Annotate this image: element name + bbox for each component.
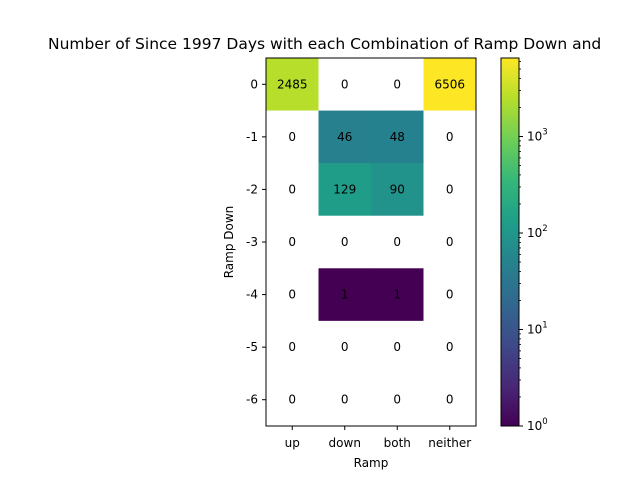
heatmap-cell xyxy=(266,268,319,322)
heatmap-cell xyxy=(371,163,424,217)
y-tick-label: -5 xyxy=(246,340,258,354)
cell-value-label: 0 xyxy=(341,77,349,91)
y-tick-label: -6 xyxy=(246,393,258,407)
heatmap-cell xyxy=(266,215,319,269)
cell-value-label: 0 xyxy=(341,393,349,407)
heatmap-cell xyxy=(318,268,372,322)
heatmap-cell xyxy=(423,320,477,374)
heatmap-cell xyxy=(266,58,319,111)
cell-value-label: 0 xyxy=(446,235,454,249)
cell-value-label: 0 xyxy=(446,288,454,302)
x-tick-label: up xyxy=(285,436,300,450)
colorbar-tick-label: 100 xyxy=(527,417,548,433)
y-tick-label: 0 xyxy=(250,77,258,91)
y-tick-label: -3 xyxy=(246,235,258,249)
cell-value-label: 48 xyxy=(390,130,405,144)
colorbar-ticks: 100 101 102 103 xyxy=(519,60,548,433)
heatmap-cell xyxy=(423,373,477,427)
cell-value-label: 6506 xyxy=(434,77,465,91)
cell-value-labels: 2485 0 0 6506 0 46 48 0 0 129 90 0 0 0 0 0 0 1 1 0 0 0 0 0 0 0 0 0 xyxy=(277,77,465,406)
y-tick-label: -1 xyxy=(246,130,258,144)
cell-value-label: 0 xyxy=(288,182,296,196)
heatmap-cell xyxy=(423,163,477,217)
cell-value-label: 46 xyxy=(337,130,352,144)
x-tick-label: both xyxy=(384,436,411,450)
heatmap-cell xyxy=(318,58,372,111)
colorbar-gradient xyxy=(501,58,519,426)
cell-value-label: 2485 xyxy=(277,77,308,91)
colorbar-tick-label: 101 xyxy=(527,320,548,336)
cell-value-label: 1 xyxy=(393,288,401,302)
heatmap-cell xyxy=(371,268,424,322)
heatmap-cell xyxy=(318,163,372,217)
cell-value-label: 0 xyxy=(446,130,454,144)
cell-value-label: 0 xyxy=(393,77,401,91)
x-tick-label: neither xyxy=(428,436,471,450)
heatmap-cell xyxy=(371,110,424,164)
cell-value-label: 129 xyxy=(333,182,356,196)
cell-value-label: 0 xyxy=(341,235,349,249)
heatmap-cell xyxy=(371,215,424,269)
cell-value-label: 0 xyxy=(288,130,296,144)
y-axis-ticks: 0 -1 -2 -3 -4 -5 -6 xyxy=(246,77,266,407)
cell-value-label: 0 xyxy=(341,340,349,354)
heatmap-cell xyxy=(318,373,372,427)
x-tick-label: down xyxy=(329,436,361,450)
colorbar: 100 101 102 103 xyxy=(500,57,548,433)
x-axis-ticks: up down both neither xyxy=(285,426,471,450)
heatmap-cell xyxy=(423,268,477,322)
heatmap-cells xyxy=(266,58,477,427)
heatmap-cell xyxy=(371,320,424,374)
cell-value-label: 0 xyxy=(393,235,401,249)
y-tick-label: -4 xyxy=(246,288,258,302)
y-tick-label: -2 xyxy=(246,182,258,196)
heatmap-cell xyxy=(266,320,319,374)
heatmap-cell xyxy=(266,163,319,217)
cell-value-label: 0 xyxy=(446,182,454,196)
cell-value-label: 90 xyxy=(390,182,405,196)
heatmap-cell xyxy=(371,58,424,111)
cell-value-label: 0 xyxy=(446,393,454,407)
cell-value-label: 0 xyxy=(288,340,296,354)
heatmap-cell xyxy=(423,110,477,164)
x-axis-label: Ramp xyxy=(354,456,389,470)
colorbar-tick-label: 103 xyxy=(527,127,548,143)
heatmap-cell xyxy=(318,320,372,374)
cell-value-label: 0 xyxy=(288,288,296,302)
cell-value-label: 0 xyxy=(393,393,401,407)
heatmap-cell xyxy=(266,110,319,164)
chart-title: Number of Since 1997 Days with each Comb… xyxy=(48,35,601,53)
heatmap-cell xyxy=(318,215,372,269)
heatmap-cell xyxy=(423,215,477,269)
heatmap-cell xyxy=(266,373,319,427)
heatmap-cell xyxy=(318,110,372,164)
cell-value-label: 0 xyxy=(446,340,454,354)
cell-value-label: 0 xyxy=(288,393,296,407)
heatmap-cell xyxy=(423,58,477,111)
colorbar-tick-label: 102 xyxy=(527,224,548,240)
cell-value-label: 0 xyxy=(288,235,296,249)
cell-value-label: 1 xyxy=(341,288,349,302)
heatmap-cell xyxy=(371,373,424,427)
y-axis-label: Ramp Down xyxy=(222,206,236,279)
cell-value-label: 0 xyxy=(393,340,401,354)
